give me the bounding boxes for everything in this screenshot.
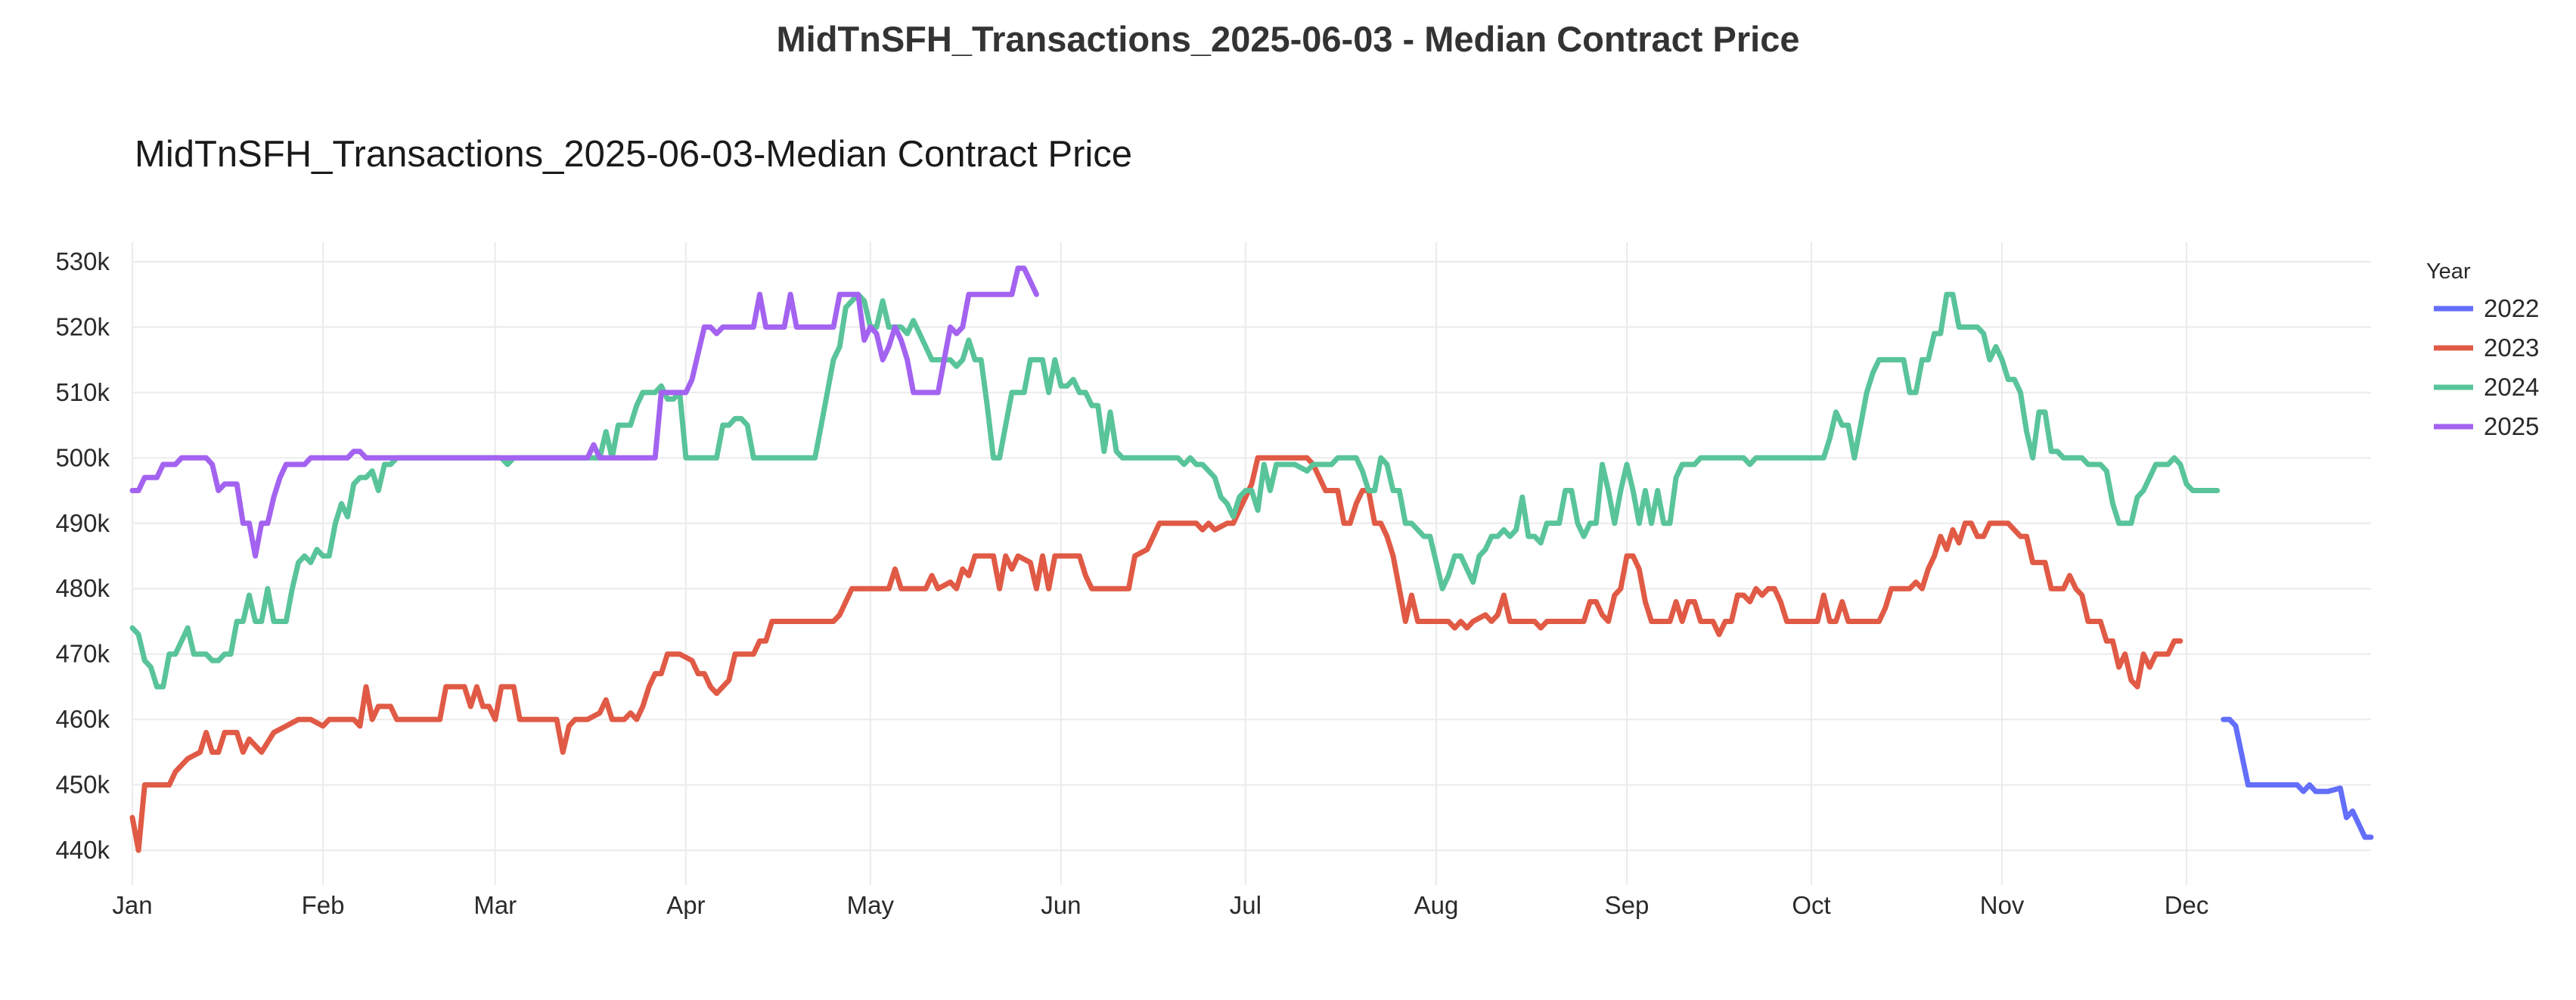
x-tick-label: Mar <box>473 891 517 919</box>
series-line-2023 <box>129 455 2183 853</box>
y-tick-label: 470k <box>55 640 110 668</box>
x-tick-label: May <box>847 891 895 919</box>
y-tick-label: 520k <box>55 312 110 340</box>
x-tick-label: Sep <box>1605 891 1650 919</box>
x-tick-label: Jul <box>1230 891 1262 919</box>
legend-item-2024[interactable]: 2024 <box>2484 373 2539 401</box>
series-lines <box>129 266 2374 853</box>
x-tick-label: Feb <box>302 891 345 919</box>
x-axis-ticks: Jan Feb Mar Apr May Jun Jul Aug Sep Oct Nov Dec <box>112 891 2208 919</box>
y-tick-label: 510k <box>55 378 110 406</box>
y-tick-label: 500k <box>55 443 110 471</box>
legend: Year 2022 2023 2024 2025 <box>2426 259 2539 440</box>
chart-title: MidTnSFH_Transactions_2025-06-03-Median … <box>135 134 1133 175</box>
x-tick-label: Apr <box>666 891 705 919</box>
page-header: MidTnSFH_Transactions_2025-06-03 - Media… <box>776 19 1800 59</box>
legend-title: Year <box>2426 259 2471 284</box>
series-line-2022 <box>2221 716 2374 840</box>
y-tick-label: 530k <box>55 247 110 275</box>
x-tick-label: Jun <box>1041 891 1081 919</box>
y-tick-label: 440k <box>55 836 110 864</box>
series-line-2024 <box>129 291 2221 690</box>
y-axis-ticks: 440k 450k 460k 470k 480k 490k 500k 510k 520k 530k <box>55 247 110 864</box>
legend-item-2025[interactable]: 2025 <box>2484 412 2539 440</box>
y-tick-label: 480k <box>55 574 110 602</box>
legend-item-2023[interactable]: 2023 <box>2484 334 2539 362</box>
y-tick-label: 490k <box>55 509 110 537</box>
y-tick-label: 460k <box>55 705 110 733</box>
x-tick-label: Dec <box>2165 891 2209 919</box>
x-tick-label: Aug <box>1414 891 1459 919</box>
y-tick-label: 450k <box>55 771 110 799</box>
legend-item-2022[interactable]: 2022 <box>2484 294 2539 322</box>
x-tick-label: Jan <box>112 891 152 919</box>
series-line-2025 <box>129 266 1039 559</box>
x-tick-label: Oct <box>1792 891 1830 919</box>
x-tick-label: Nov <box>1980 891 2025 919</box>
